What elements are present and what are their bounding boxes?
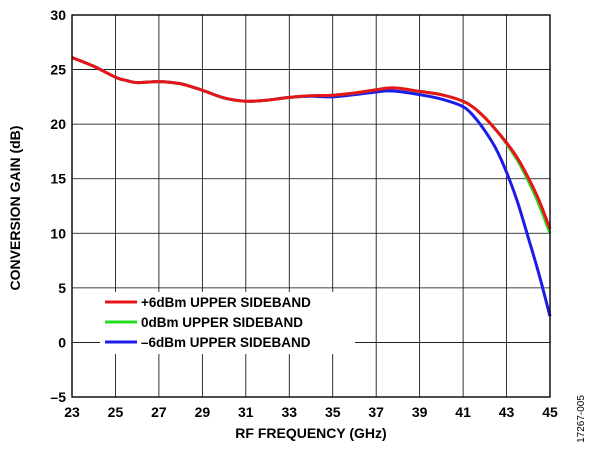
legend-label: +6dBm UPPER SIDEBAND — [141, 295, 311, 310]
x-tick-label: 29 — [195, 404, 211, 420]
plot-frame — [71, 14, 551, 398]
x-tick-label: 23 — [64, 404, 80, 420]
y-tick-label: 5 — [58, 280, 66, 296]
x-tick-label: 35 — [325, 404, 341, 420]
x-axis-title: RF FREQUENCY (GHz) — [235, 425, 386, 441]
x-tick-label: 25 — [108, 404, 124, 420]
y-axis-title: CONVERSION GAIN (dB) — [7, 126, 23, 291]
series-line-plus6dbm — [71, 56, 552, 230]
x-tick-label: 33 — [281, 404, 297, 420]
y-tick-label: 30 — [50, 7, 66, 23]
y-tick-label: 25 — [50, 62, 66, 78]
x-tick-label: 45 — [542, 404, 558, 420]
y-tick-label: 10 — [50, 225, 66, 241]
legend-label: –6dBm UPPER SIDEBAND — [141, 335, 311, 350]
x-tick-label: 27 — [151, 404, 167, 420]
y-tick-label: 20 — [50, 116, 66, 132]
plot-frame-layer — [71, 14, 551, 398]
legend-label: 0dBm UPPER SIDEBAND — [141, 315, 303, 330]
y-tick-label: 0 — [58, 334, 66, 350]
x-tick-label: 43 — [499, 404, 515, 420]
tick-label-layer: 23 25 27 29 31 33 35 37 39 41 43 45 –5 0 5 10 15 20 25 30 — [50, 7, 558, 420]
x-tick-label: 41 — [455, 404, 471, 420]
y-tick-label: 15 — [50, 171, 66, 187]
x-tick-label: 37 — [368, 404, 384, 420]
y-tick-label: –5 — [50, 389, 66, 405]
legend-background — [100, 292, 355, 354]
x-tick-label: 39 — [412, 404, 428, 420]
legend: +6dBm UPPER SIDEBAND 0dBm UPPER SIDEBAND –… — [100, 292, 355, 354]
series-line-0dbm — [71, 56, 552, 234]
x-tick-label: 31 — [238, 404, 254, 420]
figure-id-label: 17267-005 — [576, 395, 587, 443]
series-layer — [71, 56, 552, 317]
